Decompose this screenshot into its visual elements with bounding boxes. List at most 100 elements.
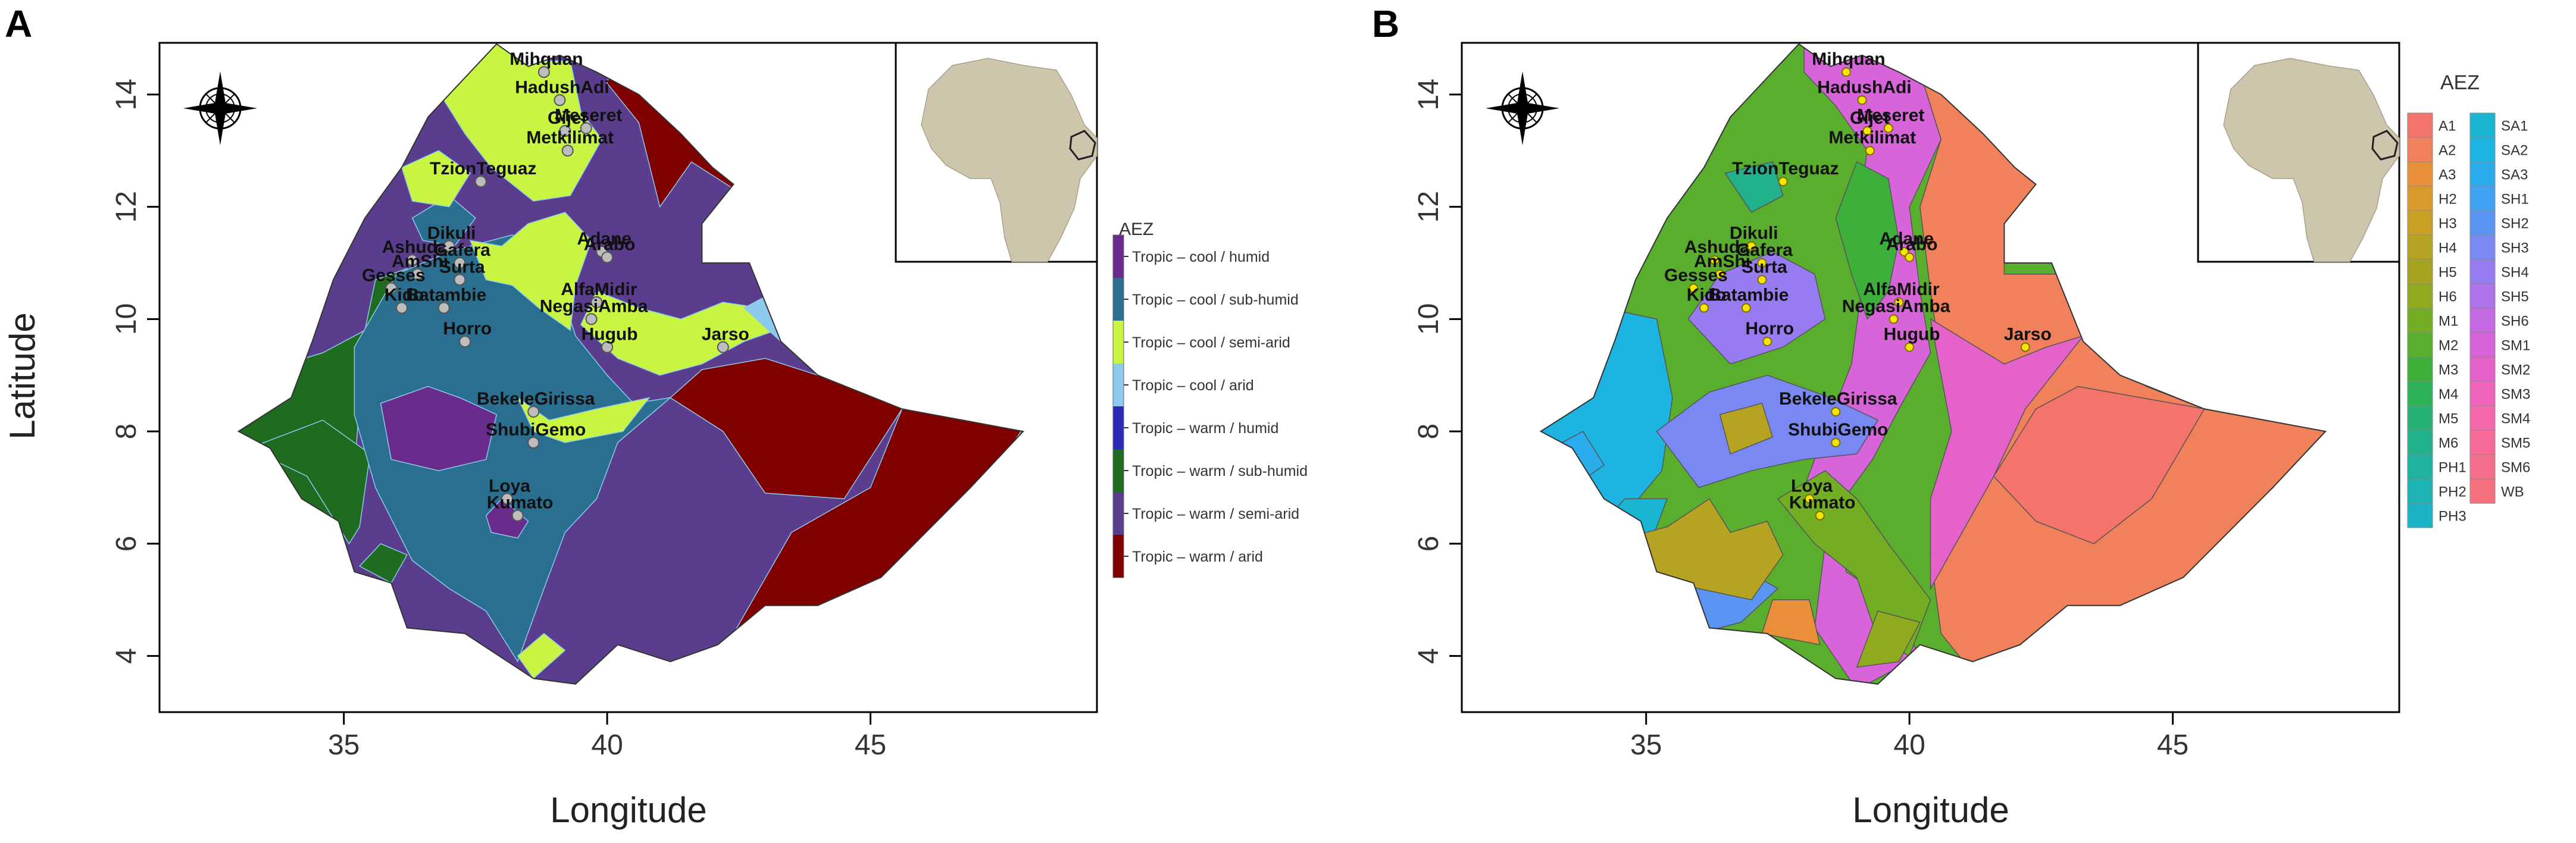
legend-label: WB (2501, 484, 2524, 500)
legend-label: H4 (2439, 240, 2457, 256)
site-label: Batambie (1708, 285, 1789, 305)
ethiopia-inset-outline (1069, 130, 1096, 161)
site-marker (459, 336, 471, 348)
aez-region (1835, 161, 1900, 320)
site-label: Gafera (434, 240, 490, 260)
legend-swatch (2407, 137, 2433, 162)
site-label: Kido (1687, 285, 1727, 305)
site-label: BekeleGirissa (1779, 389, 1897, 409)
legend-label: A2 (2439, 143, 2456, 159)
site-label: Metkilimat (526, 128, 614, 148)
site-label: Meseret (555, 105, 622, 125)
site-marker (601, 251, 614, 264)
legend-swatch (1113, 449, 1124, 492)
aez-region (1719, 402, 1774, 455)
x-tick-label: 35 (1630, 729, 1662, 761)
legend-swatch (2407, 283, 2433, 309)
legend-swatch (2469, 332, 2496, 358)
site-marker (554, 94, 566, 106)
legend-label: SM2 (2501, 362, 2530, 378)
site-label: Ashuda (1684, 237, 1750, 257)
legend-label: H3 (2439, 216, 2457, 232)
y-tick-label: 10 (111, 303, 142, 335)
site-marker (437, 302, 450, 314)
site-marker (537, 66, 550, 79)
site-label: ShubiGemo (1788, 420, 1888, 440)
legend-swatch (2407, 210, 2433, 236)
site-marker (1715, 269, 1725, 279)
site-marker (1762, 337, 1772, 347)
aez-region (1724, 161, 1784, 213)
site-marker (1889, 314, 1899, 324)
legend-swatch (2469, 283, 2496, 309)
site-marker (1709, 255, 1720, 265)
legend-title-a: AEZ (1119, 220, 1153, 239)
site-marker (1741, 303, 1751, 313)
legend-swatch (2469, 210, 2496, 236)
x-tick-label: 45 (855, 729, 886, 761)
site-marker (1865, 146, 1875, 156)
legend-label: A1 (2439, 118, 2456, 134)
site-label: Jarso (2004, 325, 2052, 344)
legend-label: PH2 (2439, 484, 2466, 500)
site-marker (1905, 342, 1915, 352)
site-label: Mihquan (509, 49, 583, 69)
site-marker (1778, 177, 1788, 187)
legend-label: SH2 (2501, 216, 2529, 232)
legend-label: SM3 (2501, 387, 2530, 403)
site-label: Ashuda (382, 237, 448, 257)
legend-swatch (1113, 235, 1124, 278)
site-marker (396, 302, 408, 314)
site-marker (1862, 126, 1872, 136)
site-label: AmShi (392, 252, 448, 271)
legend-label: Tropic – cool / arid (1132, 377, 1254, 394)
y-tick-label: 8 (1413, 424, 1445, 440)
site-label: Batambie (406, 285, 486, 305)
legend-label: M1 (2439, 314, 2458, 330)
legend-label: Tropic – cool / humid (1132, 249, 1270, 265)
site-marker (406, 254, 418, 267)
site-marker (1894, 297, 1904, 308)
y-tick-label: 14 (1413, 79, 1445, 110)
legend-label: H2 (2439, 192, 2457, 208)
site-marker (454, 256, 466, 269)
legend-label: PH3 (2439, 509, 2466, 525)
legend-label: M3 (2439, 362, 2458, 378)
aez-region (358, 543, 408, 584)
aez-region (516, 396, 651, 443)
y-tick-label: 4 (1413, 648, 1445, 664)
legend-swatch (2407, 186, 2433, 211)
site-label: ShubiGemo (486, 420, 586, 440)
site-label: BekeleGirissa (477, 389, 595, 409)
site-label: Gijet (1850, 108, 1890, 128)
legend-label: Tropic – warm / semi-arid (1132, 506, 1299, 522)
site-marker (585, 313, 598, 325)
site-marker (559, 125, 571, 137)
legend-swatch (2469, 454, 2496, 480)
legend-label: Tropic – warm / arid (1132, 549, 1263, 565)
y-tick-label: 10 (1413, 303, 1445, 335)
legend-label: SM4 (2501, 411, 2530, 427)
site-label: NegasiAmba (1842, 296, 1950, 316)
legend-label: SM5 (2501, 435, 2530, 452)
site-label: Hugub (582, 325, 638, 344)
panel-letter-b: B (1372, 2, 1399, 45)
site-label: Horro (443, 319, 492, 339)
site-label: Hugub (1884, 325, 1940, 344)
axes-b: 35 40 45 4 6 8 10 12 14 (1413, 79, 2189, 761)
aez-region (443, 43, 603, 202)
site-marker (501, 493, 513, 505)
legend-swatch (2407, 308, 2433, 333)
site-marker (1831, 437, 1841, 447)
legend-label: SH3 (2501, 240, 2529, 256)
site-marker (527, 406, 540, 418)
legend-label: PH1 (2439, 460, 2466, 476)
x-tick-label: 35 (328, 729, 359, 761)
site-label: Gijet (548, 108, 587, 128)
legend-swatch (1113, 321, 1124, 363)
